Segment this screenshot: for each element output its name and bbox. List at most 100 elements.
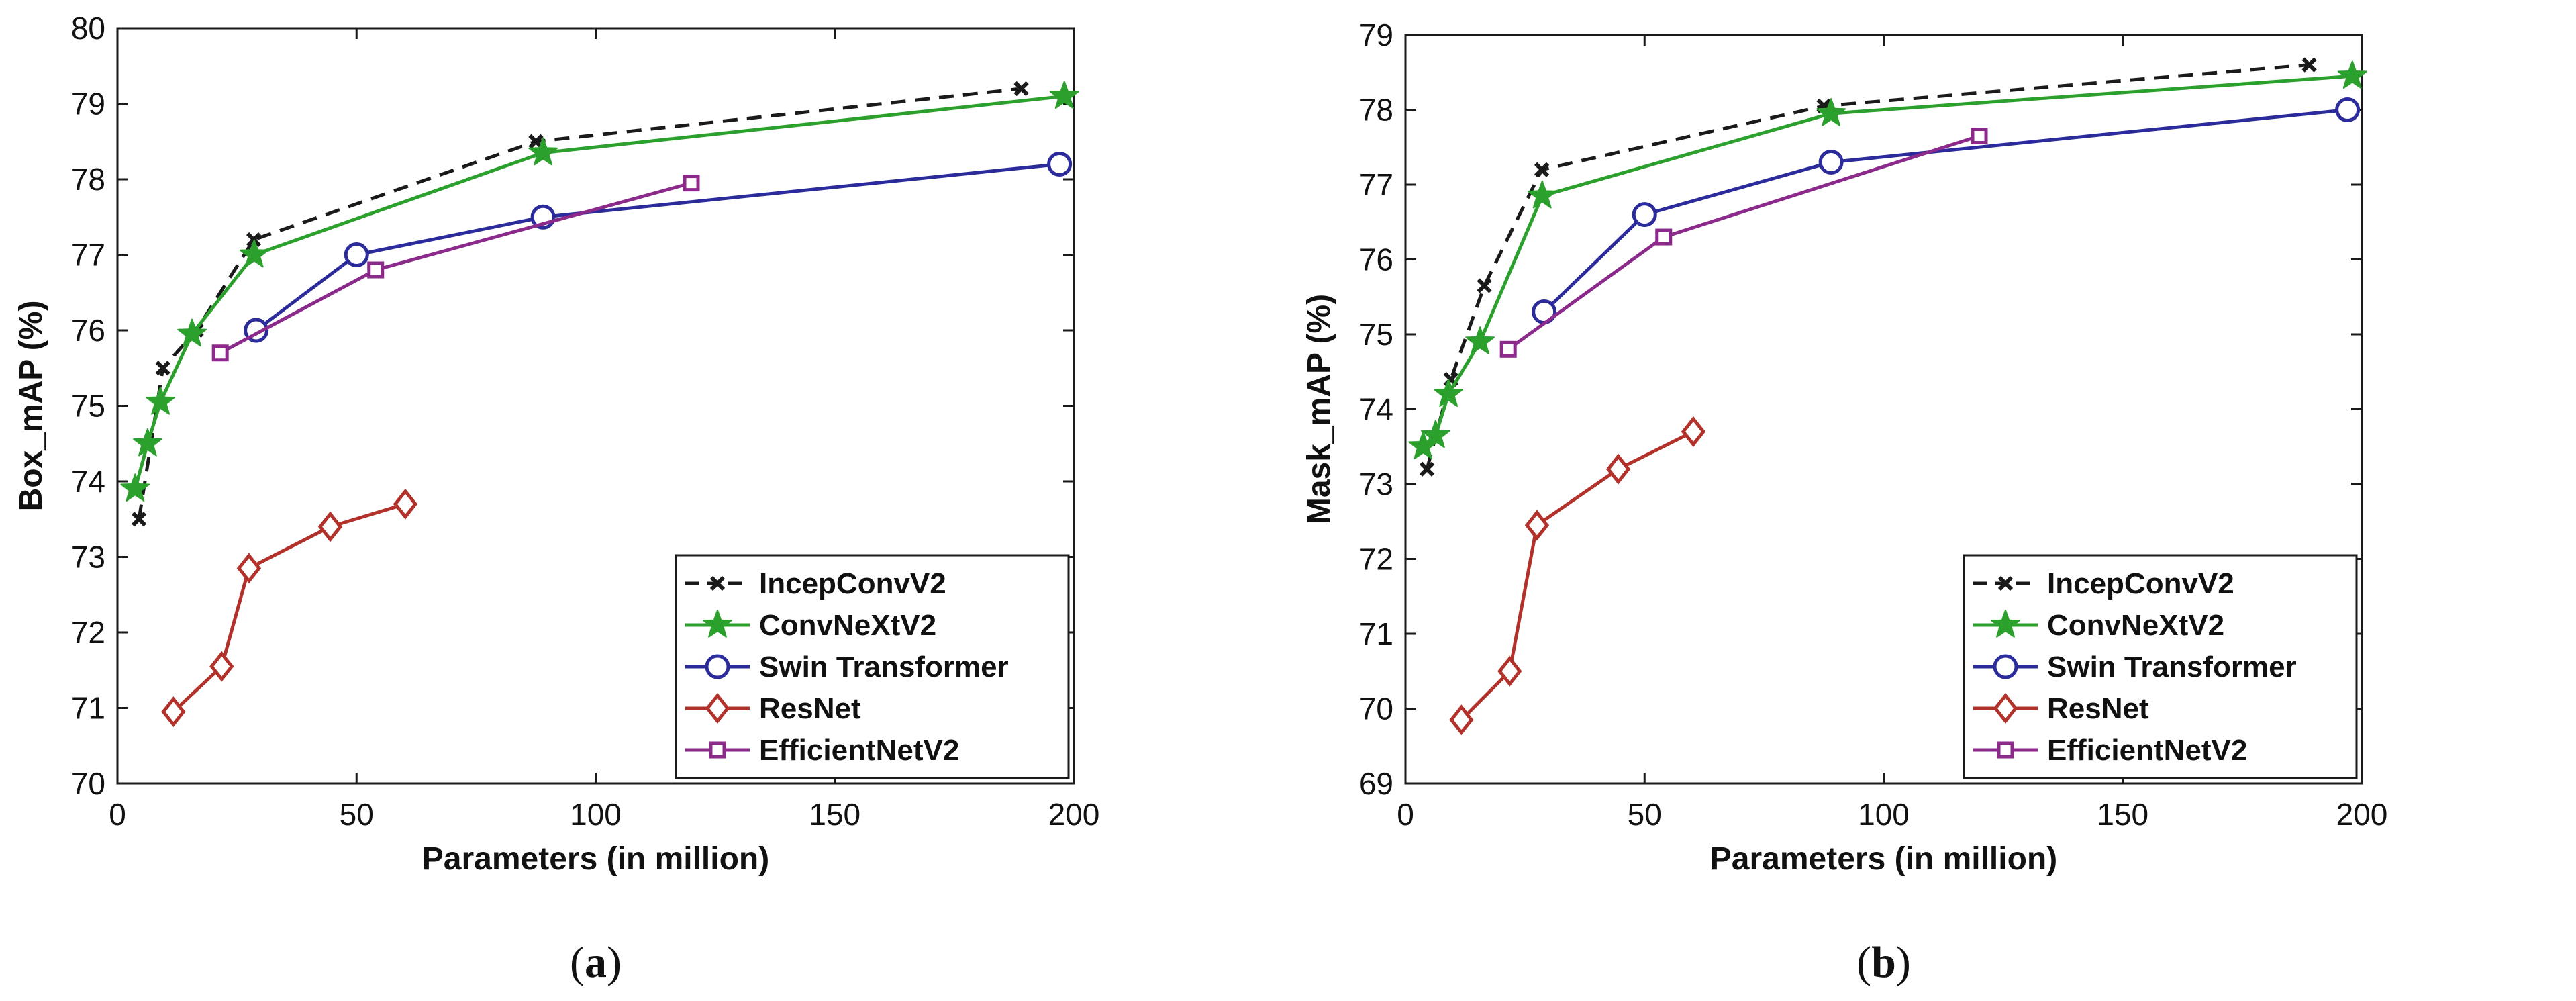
legend-label: ResNet: [2047, 692, 2149, 725]
data-point-swin-transformer: [1047, 152, 1073, 177]
y-tick-label: 74: [71, 464, 105, 499]
series-swin-transformer: [1532, 97, 2361, 325]
y-tick-label: 77: [1359, 167, 1393, 202]
data-point-convnextv2: [120, 473, 150, 502]
y-tick-label: 73: [71, 540, 105, 575]
panel-label: (a): [570, 938, 622, 987]
y-tick-label: 70: [71, 766, 105, 801]
x-tick-label: 100: [570, 797, 622, 832]
series-line-convnextv2: [1422, 74, 2352, 448]
data-point-resnet: [393, 488, 418, 520]
series-resnet: [161, 488, 418, 728]
legend-marker-incepconvv2: [1997, 575, 2014, 591]
y-tick-label: 78: [71, 162, 105, 197]
y-tick-label: 76: [1359, 242, 1393, 277]
series-efficientnetv2: [211, 175, 700, 362]
legend-item-incepconvv2: IncepConvV2: [1973, 567, 2234, 600]
x-tick-label: 200: [2336, 797, 2388, 832]
series-line-resnet: [1460, 430, 1695, 721]
legend-item-convnextv2: ConvNeXtV2: [1973, 609, 2224, 642]
data-point-incepconvv2: [1477, 278, 1492, 293]
data-point-incepconvv2: [155, 361, 170, 376]
data-point-resnet: [1605, 453, 1631, 485]
x-tick-label: 150: [809, 797, 860, 832]
x-axis-label: Parameters (in million): [422, 841, 769, 877]
x-tick-label: 0: [1397, 797, 1414, 832]
y-tick-label: 74: [1359, 392, 1393, 427]
series-incepconvv2: [1419, 57, 2317, 477]
y-tick-label: 69: [1359, 766, 1393, 801]
legend-label: ConvNeXtV2: [2047, 609, 2224, 642]
data-point-convnextv2: [1465, 326, 1495, 354]
data-point-resnet: [1524, 510, 1550, 541]
legend-marker-efficientnetv2: [709, 741, 726, 759]
panel-label: (b): [1856, 938, 1911, 987]
x-tick-label: 100: [1858, 797, 1910, 832]
y-tick-label: 76: [71, 313, 105, 348]
legend-label: Swin Transformer: [759, 651, 1009, 683]
y-tick-label: 71: [1359, 616, 1393, 651]
legend-label: ResNet: [759, 692, 861, 725]
series-line-swin-transformer: [255, 162, 1060, 332]
data-point-resnet: [1449, 704, 1474, 736]
x-tick-label: 50: [1628, 797, 1662, 832]
data-point-convnextv2: [528, 137, 558, 166]
legend-marker-swin-transformer: [705, 654, 730, 679]
x-tick-label: 50: [340, 797, 374, 832]
data-point-convnextv2: [2337, 60, 2367, 89]
series-line-efficientnetv2: [1507, 134, 1980, 351]
data-point-resnet: [1681, 416, 1706, 447]
legend-marker-convnextv2: [1991, 610, 2020, 638]
data-point-efficientnetv2: [211, 344, 229, 362]
data-point-swin-transformer: [344, 242, 369, 267]
y-axis-label: Mask_mAP (%): [1301, 294, 1337, 524]
data-point-efficientnetv2: [1499, 340, 1517, 358]
data-point-efficientnetv2: [367, 261, 385, 279]
legend: IncepConvV2 ConvNeXtV2 Swin Transformer Res…: [1963, 554, 2358, 779]
data-point-efficientnetv2: [683, 175, 700, 192]
legend-marker-resnet: [705, 692, 730, 724]
y-tick-label: 71: [71, 691, 105, 726]
legend-marker-swin-transformer: [1993, 654, 2018, 679]
series-line-swin-transformer: [1542, 108, 2348, 314]
data-point-convnextv2: [1527, 180, 1557, 209]
series-convnextv2: [1408, 60, 2367, 459]
data-point-incepconvv2: [1534, 162, 1550, 177]
series-convnextv2: [120, 81, 1079, 502]
data-point-convnextv2: [133, 428, 162, 457]
chart-a-svg: 70 71 72 73 74 75 76 77 78 79 80 0 50 100 150 200 Parame…: [13, 11, 1100, 987]
legend-label: EfficientNetV2: [759, 734, 959, 767]
legend-item-efficientnetv2: EfficientNetV2: [685, 734, 959, 767]
data-point-swin-transformer: [2335, 97, 2361, 122]
y-axis-label: Box_mAP (%): [13, 301, 49, 512]
data-point-efficientnetv2: [1655, 228, 1673, 246]
legend-label: ConvNeXtV2: [759, 609, 936, 642]
y-tick-label: 75: [71, 389, 105, 424]
y-tick-label: 78: [1359, 93, 1393, 128]
legend-label: IncepConvV2: [2047, 567, 2234, 600]
legend: IncepConvV2 ConvNeXtV2 Swin Transformer Res…: [675, 554, 1070, 779]
data-point-resnet: [1497, 655, 1522, 687]
data-point-resnet: [317, 511, 343, 542]
y-tick-label: 72: [71, 615, 105, 650]
legend-label: IncepConvV2: [759, 567, 946, 600]
data-point-convnextv2: [1421, 420, 1450, 448]
data-point-convnextv2: [239, 239, 269, 268]
series-resnet: [1449, 416, 1706, 736]
data-point-incepconvv2: [131, 512, 147, 527]
data-point-resnet: [236, 553, 262, 584]
data-point-incepconvv2: [1013, 81, 1029, 97]
data-point-convnextv2: [1434, 379, 1463, 407]
legend-item-swin-transformer: Swin Transformer: [685, 651, 1009, 683]
x-tick-label: 200: [1048, 797, 1100, 832]
legend-item-incepconvv2: IncepConvV2: [685, 567, 946, 600]
y-tick-label: 79: [71, 87, 105, 122]
chart-panel-b: 69 70 71 72 73 74 75 76 77 78 79 0 50 100 150 200 Parame…: [1288, 0, 2576, 1001]
data-point-resnet: [161, 696, 186, 728]
data-point-convnextv2: [1049, 81, 1079, 109]
legend-label: EfficientNetV2: [2047, 734, 2247, 767]
data-point-incepconvv2: [2301, 57, 2317, 73]
legend-marker-incepconvv2: [709, 575, 726, 591]
y-tick-label: 70: [1359, 692, 1393, 726]
chart-b-svg: 69 70 71 72 73 74 75 76 77 78 79 0 50 100 150 200 Parame…: [1301, 17, 2388, 987]
